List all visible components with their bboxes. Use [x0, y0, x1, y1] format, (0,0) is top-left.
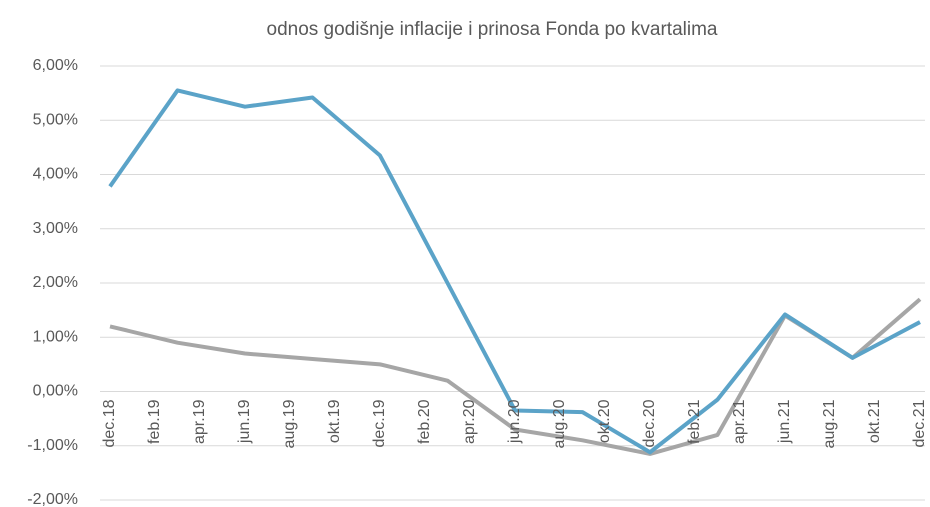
x-tick-label: okt.21 — [866, 399, 883, 443]
y-tick-label: 3,00% — [33, 220, 78, 237]
x-tick-label: okt.19 — [326, 399, 343, 443]
x-tick-label: dec.20 — [641, 399, 658, 447]
y-tick-label: 5,00% — [33, 111, 78, 128]
y-tick-label: 0,00% — [33, 383, 78, 400]
x-tick-label: feb.19 — [146, 399, 163, 444]
x-tick-label: dec.21 — [911, 399, 928, 447]
y-tick-label: -2,00% — [27, 491, 78, 507]
x-tick-label: jun.19 — [236, 399, 253, 444]
x-tick-label: dec.19 — [371, 399, 388, 447]
y-tick-label: 6,00% — [33, 57, 78, 74]
x-tick-label: aug.21 — [821, 399, 838, 448]
x-tick-label: aug.20 — [551, 399, 568, 448]
x-tick-label: jun.21 — [776, 399, 793, 444]
chart-title: odnos godišnje inflacije i prinosa Fonda… — [267, 19, 718, 40]
line-series — [108, 88, 921, 455]
x-tick-label: apr.19 — [191, 399, 208, 444]
x-tick-label: aug.19 — [281, 399, 298, 448]
y-tick-label: 4,00% — [33, 166, 78, 183]
y-tick-label: -1,00% — [27, 437, 78, 454]
x-tick-label: okt.20 — [596, 399, 613, 443]
x-tick-label: dec.18 — [101, 399, 118, 447]
x-tick-label: feb.20 — [416, 399, 433, 444]
x-tick-label: apr.21 — [731, 399, 748, 444]
x-tick-label: apr.20 — [461, 399, 478, 444]
y-tick-label: 2,00% — [33, 274, 78, 291]
x-tick-label: jun.20 — [506, 399, 523, 444]
y-tick-label: 1,00% — [33, 328, 78, 345]
x-tick-label: feb.21 — [686, 399, 703, 444]
